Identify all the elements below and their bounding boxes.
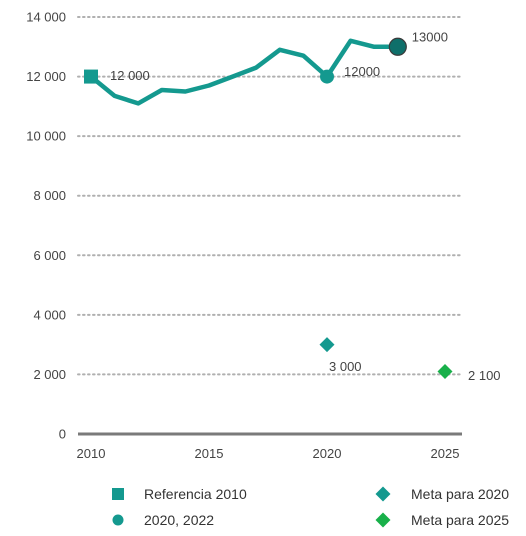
data-label-p2022: 13000 (412, 29, 448, 44)
y-tick-label: 12 000 (26, 69, 66, 84)
x-axis-tick-labels: 2010 2015 2020 2025 (77, 446, 460, 461)
y-tick-label: 14 000 (26, 10, 66, 25)
y-tick-label: 2 000 (33, 367, 66, 382)
marker-ref2010 (84, 69, 98, 84)
legend-item: Meta para 2025 (375, 512, 509, 528)
data-labels: 12 000 12000 13000 3 000 2 100 (110, 29, 501, 383)
data-label-p2020: 12000 (344, 64, 380, 79)
legend: Referencia 2010 Meta para 2020 2020, 2022 M… (112, 486, 509, 528)
marker-goal2025 (437, 363, 453, 379)
marker-p2022 (388, 37, 407, 56)
data-label-goal2020: 3 000 (329, 359, 362, 374)
y-axis-tick-labels: 0 2 000 4 000 6 000 8 000 10 000 12 000 14 000 (26, 10, 66, 442)
legend-label: 2020, 2022 (144, 512, 214, 528)
y-tick-label: 4 000 (33, 307, 66, 322)
legend-marker (112, 514, 124, 526)
legend-label: Meta para 2020 (411, 486, 509, 502)
x-tick-label: 2025 (431, 446, 460, 461)
legend-item: Referencia 2010 (112, 486, 247, 502)
y-tick-label: 6 000 (33, 248, 66, 263)
x-tick-label: 2020 (313, 446, 342, 461)
y-tick-label: 10 000 (26, 129, 66, 144)
legend-label: Referencia 2010 (144, 486, 247, 502)
legend-marker (375, 512, 391, 528)
series-line (88, 38, 401, 106)
legend-marker (112, 488, 124, 500)
marker-layer (84, 37, 453, 379)
legend-item: Meta para 2020 (375, 486, 509, 502)
data-label-ref2010: 12 000 (110, 68, 150, 83)
y-tick-label: 8 000 (33, 188, 66, 203)
grid (77, 16, 463, 376)
data-label-goal2025: 2 100 (468, 368, 501, 383)
y-tick-label: 0 (59, 427, 66, 442)
marker-goal2020 (319, 337, 335, 353)
legend-label: Meta para 2025 (411, 512, 509, 528)
marker-p2020 (320, 69, 334, 84)
legend-marker (375, 486, 391, 502)
x-tick-label: 2015 (195, 446, 224, 461)
series-layer (88, 38, 401, 106)
x-tick-label: 2010 (77, 446, 106, 461)
legend-item: 2020, 2022 (112, 512, 214, 528)
